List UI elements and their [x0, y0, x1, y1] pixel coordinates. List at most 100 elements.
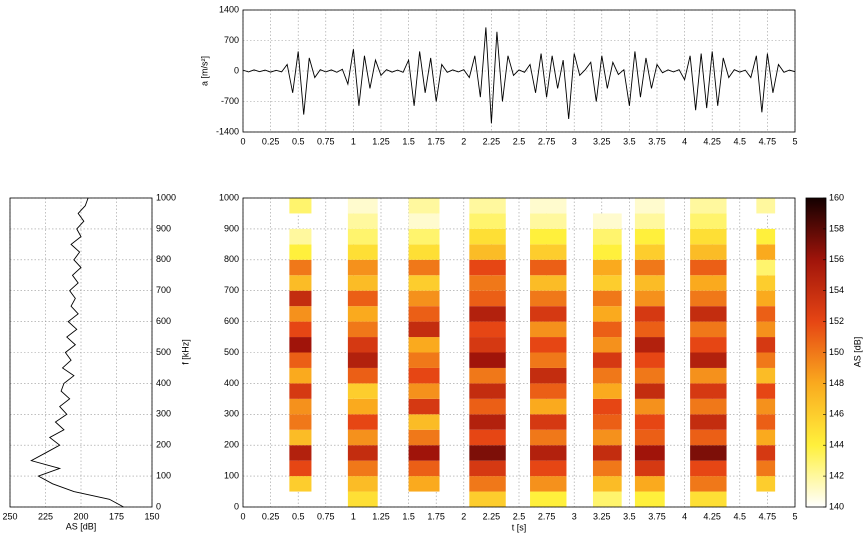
- heatmap-cell: [347, 429, 378, 446]
- heatmap-cell: [592, 491, 622, 507]
- heatmap-cell: [469, 367, 506, 384]
- y-tick-label: 1400: [219, 4, 239, 14]
- heatmap-cell: [530, 429, 567, 446]
- heatmap-cell: [530, 275, 567, 291]
- heatmap-cell: [756, 445, 776, 461]
- heatmap-cell: [592, 306, 622, 322]
- heatmap-cell: [756, 259, 776, 276]
- heatmap-cell: [690, 445, 727, 461]
- colorbar-tick-label: 148: [829, 378, 844, 388]
- heatmap-cell: [592, 244, 622, 260]
- x-tick-label: 1.5: [402, 136, 415, 146]
- heatmap-cell: [690, 476, 727, 492]
- x-tick-label: 4: [682, 136, 687, 146]
- y-tick-label: 0: [234, 65, 239, 75]
- heatmap-cell: [530, 352, 567, 368]
- heatmap-cell: [592, 337, 622, 353]
- heatmap-cell: [469, 398, 506, 415]
- heatmap-cell: [592, 367, 622, 384]
- heatmap-cell: [408, 290, 440, 307]
- heatmap-cell: [592, 460, 622, 477]
- heatmap-cell: [289, 429, 312, 446]
- heatmap-cell: [469, 337, 506, 353]
- heatmap-cell: [347, 445, 378, 461]
- heatmap-cell: [756, 398, 776, 415]
- heatmap-cell: [592, 228, 622, 245]
- heatmap-cell: [756, 352, 776, 368]
- heatmap-cell: [592, 398, 622, 415]
- heatmap-cell: [469, 383, 506, 399]
- heatmap-cell: [756, 337, 776, 353]
- heatmap-cell: [690, 198, 727, 214]
- heatmap-cell: [756, 476, 776, 492]
- heatmap-cell: [347, 367, 378, 384]
- heatmap-cell: [530, 244, 567, 260]
- x-tick-label: 2.25: [483, 511, 501, 521]
- x-tick-label: 1.25: [372, 136, 390, 146]
- x-tick-label: 3.75: [648, 136, 666, 146]
- heatmap-cell: [634, 460, 665, 477]
- heatmap-cell: [347, 321, 378, 338]
- y-tick-label: 200: [156, 440, 171, 450]
- heatmap-cell: [408, 306, 440, 322]
- heatmap-cell: [756, 244, 776, 260]
- x-tick-label: 3.25: [593, 136, 611, 146]
- heatmap-cell: [756, 367, 776, 384]
- heatmap-cell: [347, 228, 378, 245]
- heatmap-cell: [408, 198, 440, 214]
- heatmap-cell: [634, 275, 665, 291]
- heatmap-cell: [408, 383, 440, 399]
- heatmap-cell: [756, 383, 776, 399]
- heatmap-cell: [289, 445, 312, 461]
- heatmap-cell: [530, 306, 567, 322]
- heatmap-cell: [289, 321, 312, 338]
- y-axis-label: f [kHz]: [180, 339, 190, 365]
- heatmap-cell: [592, 290, 622, 307]
- x-tick-label: 0.5: [292, 511, 305, 521]
- heatmap-cell: [756, 460, 776, 477]
- heatmap-cell: [530, 228, 567, 245]
- x-tick-label: 2: [461, 136, 466, 146]
- heatmap-cell: [634, 414, 665, 430]
- x-tick-label: 1.75: [427, 136, 445, 146]
- axes-frame: [242, 9, 796, 133]
- heatmap-cell: [634, 367, 665, 384]
- axes-frame: [9, 197, 153, 508]
- heatmap-cell: [530, 321, 567, 338]
- heatmap-cell: [289, 414, 312, 430]
- heatmap-cell: [469, 213, 506, 229]
- heatmap-cell: [756, 275, 776, 291]
- heatmap-cell: [756, 198, 776, 214]
- colorbar-tick-label: 152: [829, 316, 844, 326]
- heatmap-cell: [690, 306, 727, 322]
- heatmap-cell: [756, 414, 776, 430]
- heatmap-cell: [690, 337, 727, 353]
- heatmap-cell: [634, 321, 665, 338]
- heatmap-cell: [530, 383, 567, 399]
- heatmap-cell: [289, 367, 312, 384]
- heatmap-cell: [347, 259, 378, 276]
- y-tick-label: 500: [156, 347, 171, 357]
- x-tick-label: 5: [792, 511, 797, 521]
- heatmap-cell: [289, 476, 312, 492]
- heatmap-cell: [289, 352, 312, 368]
- heatmap-cell: [530, 491, 567, 507]
- heatmap-cell: [408, 337, 440, 353]
- heatmap-cell: [469, 321, 506, 338]
- heatmap-cell: [469, 290, 506, 307]
- heatmap-cell: [592, 383, 622, 399]
- colorbar-tick-label: 146: [829, 409, 844, 419]
- heatmap-cell: [469, 228, 506, 245]
- heatmap-cell: [530, 290, 567, 307]
- heatmap-cell: [408, 244, 440, 260]
- x-tick-label: 1.25: [372, 511, 390, 521]
- x-tick-label: 4.5: [734, 511, 747, 521]
- heatmap-cell: [408, 398, 440, 415]
- heatmap-cell: [592, 476, 622, 492]
- heatmap-cell: [469, 491, 506, 507]
- heatmap-cell: [634, 398, 665, 415]
- x-tick-label: 0.5: [292, 136, 305, 146]
- heatmap-cell: [634, 290, 665, 307]
- heatmap-cell: [289, 244, 312, 260]
- heatmap-cell: [347, 491, 378, 507]
